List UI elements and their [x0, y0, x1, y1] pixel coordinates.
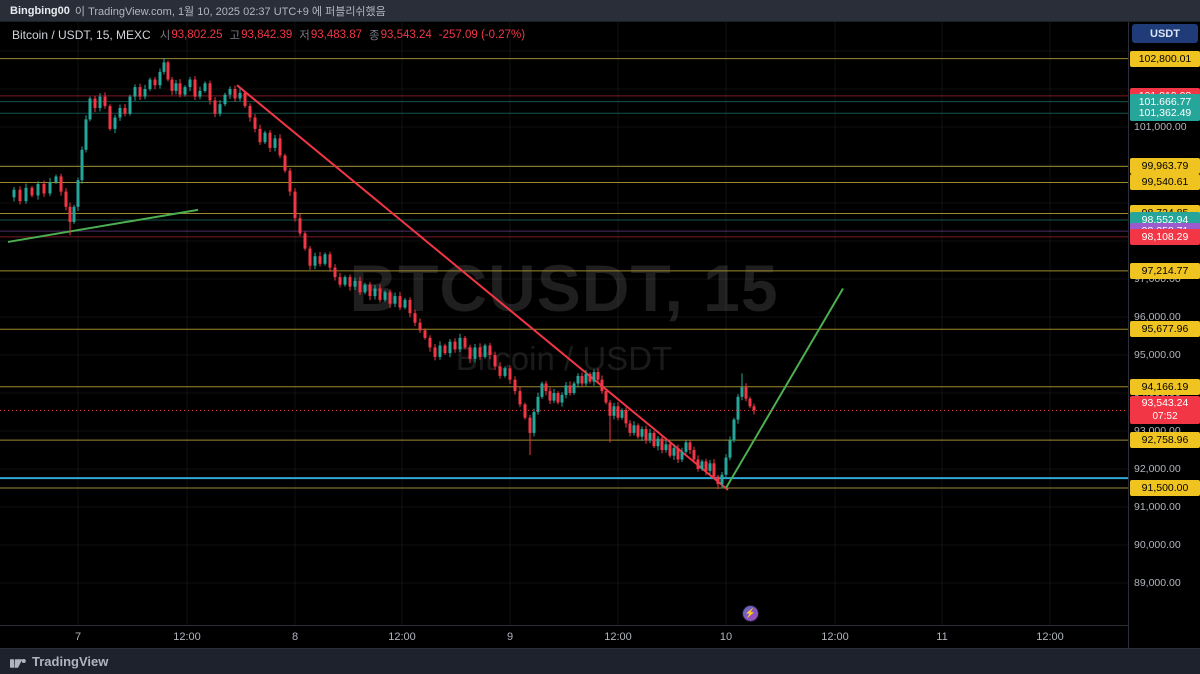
time-axis-tick: 7: [74, 631, 82, 643]
price-axis-tick: 92,000.00: [1134, 463, 1181, 475]
level-price-label: 101,362.49: [1130, 105, 1200, 122]
level-price-label: 95,677.96: [1130, 321, 1200, 338]
left-support-line: [7, 208, 199, 243]
time-axis-tick: 12:00: [1036, 631, 1064, 643]
levels-layer: [0, 58, 1128, 489]
low-value: 93,483.87: [310, 29, 363, 41]
low-label: 저: [299, 30, 310, 42]
time-axis-tick: 12:00: [173, 631, 201, 643]
symbol-legend: Bitcoin / USDT, 15, MEXC 시 93,802.25 고 93,…: [12, 27, 525, 43]
descending-trendline: [236, 84, 729, 491]
change-value: -257.09 (-0.27%): [438, 29, 526, 41]
lightning-icon: ⚡: [744, 608, 757, 618]
time-axis[interactable]: 7 12:00 8 12:00 9 12:00 10 12:00 11 12:00: [0, 625, 1128, 648]
open-value: 93,802.25: [171, 29, 223, 41]
open-label: 시: [159, 30, 171, 42]
bar-countdown: 07:52: [1152, 411, 1178, 423]
last-price-label: 93,543.24 07:52: [1130, 396, 1200, 425]
ohlc-high: 고 93,842.39: [229, 27, 292, 43]
publish-marker-icon[interactable]: ⚡: [742, 605, 759, 622]
grid-layer: [0, 22, 1128, 625]
currency-toggle-button[interactable]: USDT: [1132, 24, 1198, 43]
ohlc-close: 종 93,543.24: [369, 27, 432, 43]
price-axis-tick: 101,000.00: [1134, 120, 1187, 133]
level-price-label: 102,800.01: [1130, 50, 1200, 67]
time-axis-tick: 12:00: [604, 631, 632, 643]
time-axis-tick: 8: [291, 631, 299, 643]
last-price-value: 93,543.24: [1141, 397, 1189, 410]
ascending-trendline: [725, 287, 844, 489]
ohlc-open: 시 93,802.25: [160, 27, 223, 43]
candlestick-chart[interactable]: [0, 22, 1128, 625]
symbol-title[interactable]: Bitcoin / USDT, 15, MEXC: [12, 28, 151, 42]
ohlc-low: 저 93,483.87: [299, 27, 362, 43]
candles-layer: [12, 58, 756, 490]
time-axis-tick: 9: [506, 631, 514, 643]
tradingview-logo-icon: [10, 659, 26, 668]
close-label: 종: [369, 30, 380, 42]
high-label: 고: [229, 30, 241, 42]
high-value: 93,842.39: [241, 29, 293, 41]
publish-info-text: 이 TradingView.com, 1월 10, 2025 02:37 UTC…: [74, 5, 386, 18]
price-axis-tick: 96,000.00: [1134, 311, 1181, 323]
time-axis-tick: 11: [936, 631, 948, 643]
trendlines-layer: [7, 84, 844, 491]
price-axis-tick: 89,000.00: [1134, 577, 1181, 589]
chart-plot-area[interactable]: BTCUSDT, 15 Bitcoin / USDT Bitcoin / USD…: [0, 22, 1128, 625]
time-axis-tick: 12:00: [388, 631, 416, 643]
price-axis-tick: 91,000.00: [1134, 501, 1181, 513]
time-axis-tick: 12:00: [821, 631, 849, 643]
price-axis[interactable]: USDT 101,000.00 97,000.00 96,000.00 95,000.…: [1128, 22, 1200, 648]
tradingview-wordmark: TradingView: [32, 654, 109, 669]
level-price-label: 99,963.79: [1130, 158, 1200, 175]
time-axis-tick: 10: [719, 631, 733, 643]
close-value: 93,543.24: [380, 29, 432, 41]
level-price-label: 98,108.29: [1130, 228, 1200, 245]
footer-bar: TradingView: [0, 648, 1200, 674]
tradingview-logo[interactable]: TradingView: [10, 654, 108, 669]
level-price-label: 97,214.77: [1130, 262, 1200, 279]
price-axis-tick: 90,000.00: [1134, 539, 1181, 551]
price-axis-tick: 95,000.00: [1134, 349, 1181, 361]
level-price-label: 92,758.96: [1130, 432, 1200, 449]
level-price-label: 99,540.61: [1130, 174, 1200, 191]
level-price-label: 94,166.19: [1130, 378, 1200, 395]
publish-bar: Bingbing00 이 TradingView.com, 1월 10, 202…: [0, 0, 1200, 22]
level-price-label: 91,500.00: [1130, 480, 1200, 496]
publisher-username[interactable]: Bingbing00: [10, 4, 70, 17]
ohlc-values: 시 93,802.25 고 93,842.39 저 93,483.87 종 93,543…: [160, 27, 525, 43]
